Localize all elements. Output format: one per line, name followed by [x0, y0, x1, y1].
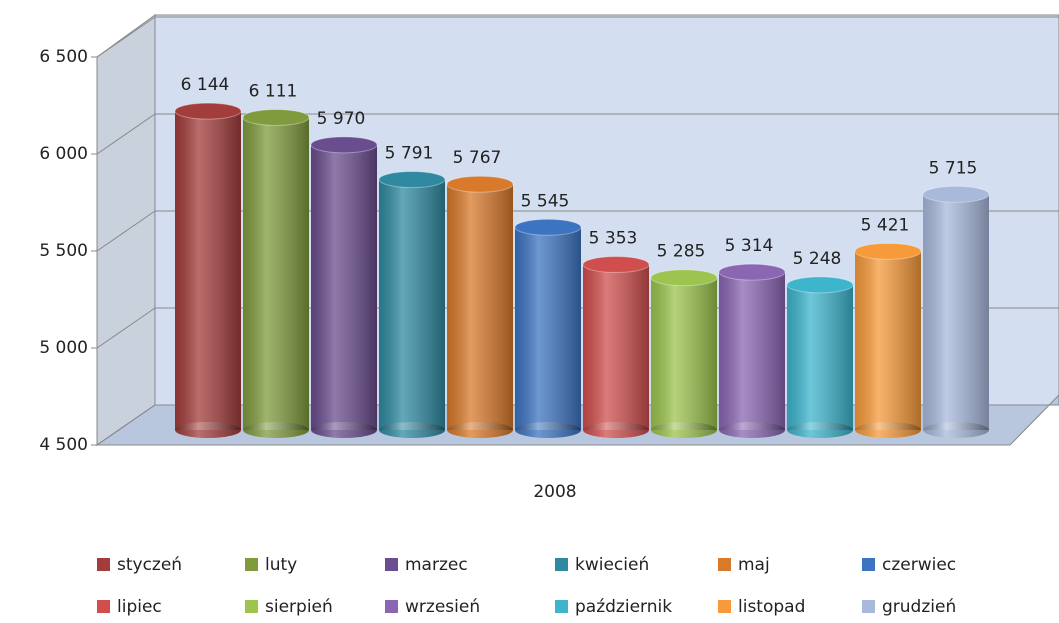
legend-label: maj: [738, 555, 770, 575]
value-label: 5 970: [317, 109, 366, 129]
legend-swatch: [718, 558, 731, 571]
cylinder-top: [854, 242, 922, 260]
bar-shade: [855, 251, 921, 430]
cylinder-base-shade: [175, 422, 241, 438]
legend-swatch: [555, 558, 568, 571]
legend-swatch: [385, 600, 398, 613]
value-label: 6 144: [181, 75, 230, 95]
side-wall: [96, 14, 156, 446]
y-tick-label: 6 500: [39, 47, 88, 67]
cylinder-top: [242, 108, 310, 126]
value-label: 5 791: [385, 144, 434, 164]
bar-shade: [651, 277, 717, 430]
grid-line-side: [96, 16, 156, 58]
cylinder-top: [650, 269, 718, 287]
cylinder-base-shade: [855, 422, 921, 438]
legend-label: wrzesień: [405, 597, 480, 617]
value-label: 6 111: [249, 81, 298, 101]
cylinder-base-shade: [379, 422, 445, 438]
cylinder-top: [582, 256, 650, 274]
legend-label: październik: [575, 597, 672, 617]
grid-line-side: [96, 113, 156, 155]
bar-shade: [583, 264, 649, 430]
legend-label: grudzień: [882, 597, 956, 617]
grid-line-side: [96, 210, 156, 252]
legend-swatch: [862, 600, 875, 613]
legend-swatch: [718, 600, 731, 613]
cylinder-top: [174, 102, 242, 120]
y-tick-label: 5 500: [39, 241, 88, 261]
cylinder-top: [786, 276, 854, 294]
legend-swatch: [245, 600, 258, 613]
cylinder-top: [446, 175, 514, 193]
value-label: 5 285: [657, 242, 706, 262]
cylinder-base-shade: [515, 422, 581, 438]
cylinder-base-shade: [719, 422, 785, 438]
legend-label: luty: [265, 555, 297, 575]
cylinder-top: [310, 136, 378, 154]
bar-shade: [175, 111, 241, 431]
y-tick-label: 6 000: [39, 144, 88, 164]
legend-swatch: [245, 558, 258, 571]
value-label: 5 767: [453, 148, 502, 168]
legend-label: listopad: [738, 597, 805, 617]
cylinder-base-shade: [923, 422, 989, 438]
legend-swatch: [97, 600, 110, 613]
value-label: 5 314: [725, 236, 774, 256]
cylinder-base-shade: [447, 422, 513, 438]
grid-line-side: [96, 307, 156, 349]
cylinder-top: [514, 218, 582, 236]
category-label: 2008: [533, 482, 576, 502]
bar-shade: [447, 184, 513, 430]
legend-swatch: [385, 558, 398, 571]
value-label: 5 545: [521, 191, 570, 211]
cylinder-top: [378, 171, 446, 189]
legend-label: czerwiec: [882, 555, 956, 575]
bar-shade: [719, 272, 785, 430]
bar-shade: [243, 117, 309, 430]
value-label: 5 353: [589, 229, 638, 249]
bar-shade: [311, 144, 377, 430]
legend-label: lipiec: [117, 597, 162, 617]
bar-shade: [379, 179, 445, 430]
cylinder-base-shade: [651, 422, 717, 438]
y-tick-label: 4 500: [39, 435, 88, 455]
value-label: 5 715: [929, 158, 978, 178]
cylinder-top: [718, 263, 786, 281]
bar-shade: [787, 284, 853, 430]
legend-label: marzec: [405, 555, 468, 575]
legend-label: sierpień: [265, 597, 333, 617]
value-label: 5 248: [793, 249, 842, 269]
y-tick-label: 5 000: [39, 338, 88, 358]
cylinder-top: [922, 185, 990, 203]
cylinder-base-shade: [583, 422, 649, 438]
legend-label: kwiecień: [575, 555, 649, 575]
cylinder-base-shade: [311, 422, 377, 438]
legend-swatch: [97, 558, 110, 571]
bar-shade: [515, 227, 581, 430]
cylinder-base-shade: [243, 422, 309, 438]
bar-shade: [923, 194, 989, 430]
cylinder-base-shade: [787, 422, 853, 438]
legend-label: styczeń: [117, 555, 182, 575]
grid-line-side: [96, 404, 156, 446]
value-label: 5 421: [861, 215, 910, 235]
legend-swatch: [862, 558, 875, 571]
legend-swatch: [555, 600, 568, 613]
